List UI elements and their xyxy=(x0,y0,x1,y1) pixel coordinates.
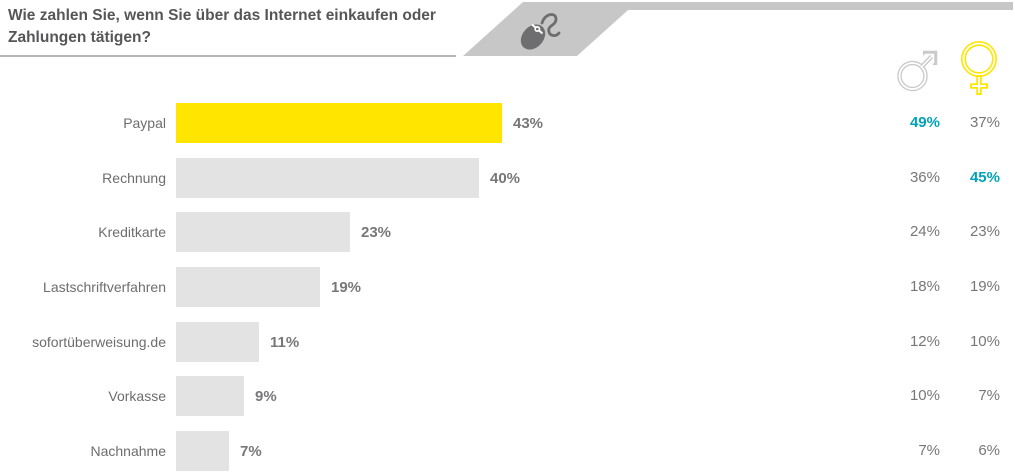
category-label: Rechnung xyxy=(102,170,166,186)
chart-row-kreditkarte: Kreditkarte 23% 24% 23% xyxy=(0,212,1015,252)
male-gender-icon xyxy=(897,50,938,92)
category-label: Vorkasse xyxy=(108,388,166,404)
category-label: Lastschriftverfahren xyxy=(43,279,166,295)
chart-row-sofortueberweisung: sofortüberweisung.de 11% 12% 10% xyxy=(0,322,1015,362)
chart-row-rechnung: Rechnung 40% 36% 45% xyxy=(0,158,1015,198)
male-value: 36% xyxy=(909,169,940,186)
total-value-label: 43% xyxy=(513,114,544,132)
bar-vorkasse xyxy=(176,376,244,416)
category-label: sofortüberweisung.de xyxy=(32,334,166,350)
bar-kreditkarte xyxy=(176,212,350,252)
male-value: 10% xyxy=(909,387,940,404)
total-value-label: 9% xyxy=(255,387,277,405)
female-value: 23% xyxy=(969,223,1000,240)
female-value: 19% xyxy=(969,278,1000,295)
chart-row-nachnahme: Nachnahme 7% 7% 6% xyxy=(0,431,1015,471)
female-gender-icon xyxy=(961,41,997,95)
header-parallelogram xyxy=(463,2,637,56)
title-underline xyxy=(0,55,456,57)
female-value: 37% xyxy=(969,114,1000,131)
bar-rechnung xyxy=(176,158,479,198)
chart-row-paypal: Paypal 43% 49% 37% xyxy=(0,103,1015,143)
header-band xyxy=(605,2,1013,10)
category-label: Paypal xyxy=(123,115,166,131)
total-value-label: 23% xyxy=(361,223,392,241)
chart-row-lastschriftverfahren: Lastschriftverfahren 19% 18% 19% xyxy=(0,267,1015,307)
male-value: 24% xyxy=(909,223,940,240)
bar-lastschriftverfahren xyxy=(176,267,320,307)
male-value: 7% xyxy=(918,442,940,459)
bar-nachnahme xyxy=(176,431,229,471)
male-value: 18% xyxy=(909,278,940,295)
female-value: 45% xyxy=(969,169,1000,186)
chart-title: Wie zahlen Sie, wenn Sie über das Intern… xyxy=(8,7,436,47)
female-value: 6% xyxy=(978,442,1000,459)
category-label: Nachnahme xyxy=(90,443,167,459)
chart-row-vorkasse: Vorkasse 9% 10% 7% xyxy=(0,376,1015,416)
female-value: 10% xyxy=(969,333,1000,350)
total-value-label: 7% xyxy=(240,442,262,460)
bar-paypal xyxy=(176,103,502,143)
male-value: 49% xyxy=(909,114,940,131)
male-value: 12% xyxy=(909,333,940,350)
total-value-label: 40% xyxy=(490,169,521,187)
female-value: 7% xyxy=(978,387,1000,404)
total-value-label: 19% xyxy=(331,278,362,296)
bar-sofortueberweisung xyxy=(176,322,259,362)
computer-mouse-icon xyxy=(520,13,561,50)
category-label: Kreditkarte xyxy=(98,224,166,240)
total-value-label: 11% xyxy=(270,333,300,351)
